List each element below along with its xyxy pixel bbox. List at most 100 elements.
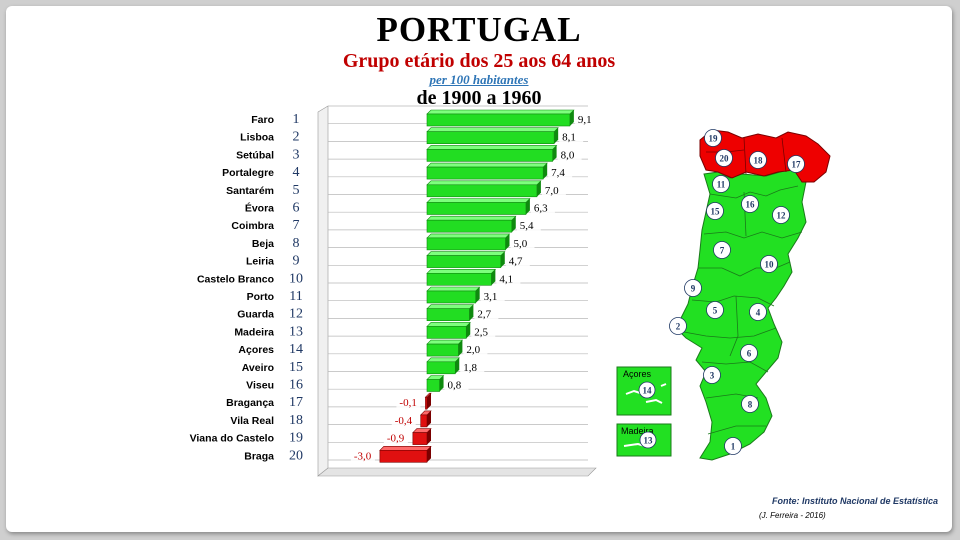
category-label: Vila Real — [230, 415, 274, 427]
category-label: Bragança — [226, 397, 274, 409]
value-label: 0,8 — [448, 380, 462, 392]
category-label: Évora — [245, 202, 274, 215]
rank-label: 5 — [293, 183, 300, 198]
bar — [426, 290, 476, 304]
map-marker-number: 10 — [765, 260, 775, 270]
map-marker-circle — [713, 241, 731, 259]
category-label: Santarém — [226, 185, 274, 197]
bar-top — [426, 145, 558, 150]
value-label: 8,0 — [561, 149, 575, 161]
value-label: -0,1 — [399, 397, 416, 409]
bar-side — [439, 375, 444, 392]
bar — [426, 379, 440, 392]
bar — [425, 396, 428, 410]
bar-side — [455, 357, 460, 374]
bar — [426, 326, 467, 339]
map-marker-circle — [715, 149, 733, 167]
map-marker-number: 17 — [792, 160, 802, 170]
source-note: Fonte: Instituto Nacional de Estatística — [771, 496, 938, 506]
period-label: de 1900 a 1960 — [416, 87, 542, 109]
map-marker-number: 2 — [676, 322, 681, 332]
value-label: 2,5 — [474, 326, 488, 338]
value-label: 5,4 — [520, 220, 534, 232]
rank-label: 4 — [293, 165, 300, 180]
bar-side — [554, 127, 559, 144]
value-label-bg — [480, 290, 505, 303]
chart-side-wall — [317, 105, 329, 477]
map-marker-circle — [749, 303, 767, 321]
value-label: 7,0 — [545, 185, 559, 197]
value-label-bg — [396, 396, 421, 410]
category-label: Coimbra — [231, 220, 274, 232]
value-label-bg — [391, 413, 416, 427]
bar-side — [500, 251, 505, 268]
bar-top — [426, 233, 511, 239]
rank-label: 1 — [293, 112, 300, 127]
bar — [426, 131, 555, 144]
bar-side — [427, 446, 431, 463]
bar-side — [505, 233, 510, 250]
bar-top — [426, 180, 542, 186]
bar — [412, 432, 428, 445]
value-label: -0,4 — [395, 415, 413, 427]
rank-label: 9 — [293, 254, 300, 269]
chart-title: PORTUGAL — [376, 10, 582, 49]
category-label: Aveiro — [242, 362, 274, 374]
bar-top — [426, 286, 481, 292]
bar-side — [427, 428, 431, 445]
map-marker-number: 4 — [756, 308, 761, 318]
map-marker-number: 6 — [747, 349, 752, 359]
value-label: 2,7 — [477, 309, 491, 321]
bar-side — [525, 198, 530, 215]
map-marker-circle — [684, 279, 702, 297]
bar-side — [458, 340, 463, 357]
value-label: 4,7 — [509, 256, 523, 268]
map-marker-number: 5 — [713, 306, 718, 316]
value-label: -3,0 — [354, 450, 372, 462]
value-label: 6,3 — [534, 203, 548, 215]
bar — [426, 272, 492, 286]
category-label: Porto — [247, 291, 274, 303]
value-label-bg — [474, 307, 499, 321]
rank-label: 17 — [289, 395, 303, 410]
value-label-bg — [383, 431, 408, 445]
map-marker-circle — [760, 255, 778, 273]
chart-subtitle: Grupo etário dos 25 aos 64 anos — [342, 50, 616, 72]
value-label: 3,1 — [484, 291, 498, 303]
bar-top — [379, 446, 432, 451]
map-marker-number: 8 — [748, 400, 753, 410]
map-marker-number: 15 — [711, 207, 721, 217]
value-label-bg — [460, 360, 485, 374]
bar — [426, 255, 502, 268]
category-label: Açores — [238, 344, 274, 356]
category-label: Beja — [252, 238, 274, 250]
bar — [426, 149, 553, 162]
chart-labels: 9,1 Faro 1 8,1 Lisboa 2 8,0 Setúbal 3 7,4 Portaleg… — [190, 112, 599, 463]
value-label-bg — [516, 219, 541, 233]
bar-top — [426, 198, 531, 203]
value-label: 7,4 — [551, 167, 565, 179]
author-note: (J. Ferreira - 2016) — [759, 511, 826, 520]
map-marker-number: 20 — [720, 154, 730, 164]
value-label-bg — [505, 254, 530, 268]
category-label: Braga — [244, 450, 274, 462]
map-marker-circle — [741, 195, 759, 213]
rank-label: 20 — [289, 448, 303, 463]
bar-top — [426, 269, 497, 274]
category-label: Faro — [251, 114, 274, 126]
map-mainland — [675, 167, 807, 461]
value-label-bg — [444, 378, 469, 392]
rank-label: 8 — [293, 236, 300, 251]
category-label: Viseu — [246, 380, 274, 392]
rank-label: 10 — [289, 271, 303, 286]
rank-label: 15 — [289, 360, 303, 375]
value-label-bg — [557, 148, 582, 162]
map-marker-circle — [638, 381, 656, 399]
rank-label: 2 — [293, 130, 300, 145]
rank-label: 11 — [289, 289, 302, 304]
rank-label: 19 — [289, 431, 303, 446]
bar-top — [426, 215, 517, 221]
rank-label: 16 — [289, 378, 303, 393]
value-label-bg — [530, 201, 555, 215]
map-marker-number: 3 — [710, 371, 715, 381]
